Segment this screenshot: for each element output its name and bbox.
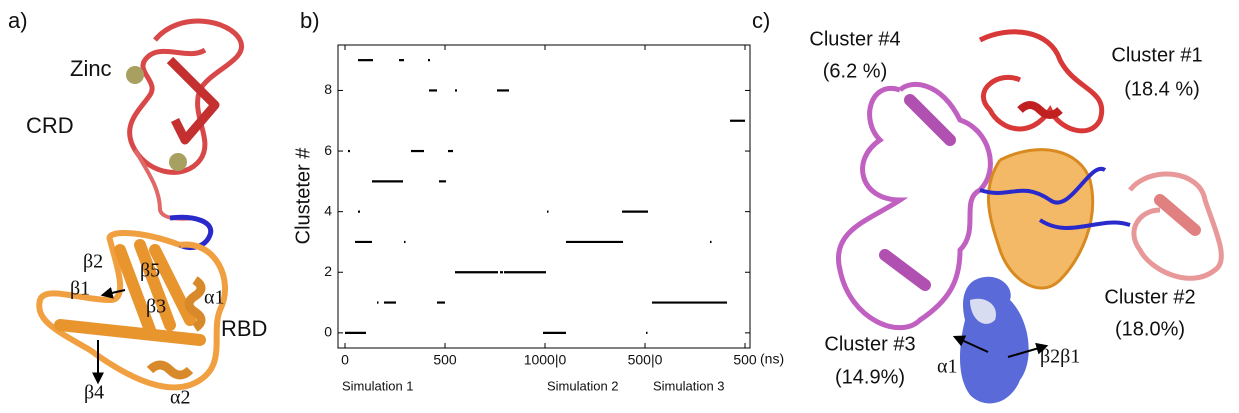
- x-tick-label: 500|0: [628, 352, 663, 368]
- cluster2-ribbon: [1128, 171, 1224, 281]
- y-tick-label: 4: [324, 202, 332, 218]
- label: β1: [70, 278, 90, 300]
- label: Cluster #4: [809, 28, 900, 50]
- crd-ribbon: [127, 18, 245, 175]
- label: β3: [146, 296, 166, 318]
- x-tick-label: 500: [733, 352, 757, 368]
- label: Cluster #2: [1104, 286, 1195, 308]
- arrow: [100, 287, 126, 299]
- linker: [979, 166, 1131, 230]
- cluster4-ribbon: [835, 82, 993, 331]
- label: β5: [140, 260, 160, 282]
- x-axis-unit: (ns): [760, 351, 784, 367]
- annotation: Simulation 3: [653, 378, 725, 393]
- label: α1: [204, 287, 224, 309]
- cluster4-sheet: [879, 94, 956, 291]
- cluster1-helix: [1017, 101, 1063, 119]
- y-tick-label: 8: [324, 81, 332, 97]
- y-axis-title: Clusteter #: [292, 147, 314, 245]
- label: RBD: [221, 316, 267, 341]
- label: Cluster #1: [1111, 44, 1202, 66]
- zinc-atom: [126, 66, 144, 84]
- panel-a: a) Zinc CRD β2 β5 β1 β3 α1 RBD β4 α2: [8, 8, 267, 409]
- rbd-bundle: [986, 148, 1095, 290]
- surface: [960, 276, 1029, 404]
- label: β2β1: [1040, 346, 1080, 368]
- arrow: [952, 335, 989, 353]
- surface-patch: [970, 298, 996, 324]
- y-tick-label: 6: [324, 142, 332, 158]
- panel-label: c): [752, 8, 770, 33]
- label: β4: [84, 382, 104, 404]
- x-tick-label: 0: [341, 352, 349, 368]
- rbd-helix: [146, 276, 206, 380]
- panel-label: a): [8, 8, 28, 33]
- annotation: Simulation 2: [547, 378, 619, 393]
- label: CRD: [26, 113, 74, 138]
- panel-label: b): [300, 8, 320, 33]
- plot-frame: [337, 44, 751, 349]
- label: Zinc: [70, 56, 112, 81]
- label: (6.2 %): [823, 60, 887, 82]
- x-tick-label: 500: [433, 352, 457, 368]
- y-tick-label: 2: [324, 263, 332, 279]
- crd-strand: [166, 56, 220, 145]
- label: (18.0%): [1115, 318, 1185, 340]
- annotation: Simulation 1: [342, 378, 414, 393]
- cluster1-ribbon: [978, 29, 1105, 134]
- label: α1: [937, 356, 957, 378]
- label: α2: [170, 387, 190, 409]
- label: (14.9%): [835, 366, 905, 388]
- x-tick-label: 1000|0: [524, 352, 567, 368]
- zinc-atom: [169, 153, 187, 171]
- panel-c: c) Cluster #4 (6.2 %) Cluster #1 (18.4 %…: [752, 8, 1224, 404]
- cluster2-sheet: [1154, 194, 1201, 236]
- label: (18.4 %): [1124, 78, 1200, 100]
- rbd-ribbon: [36, 230, 228, 391]
- label: Cluster #3: [824, 333, 915, 355]
- panel-b: b) Clusteter # (ns) 0 2 4 6 8 0 500 1000|0 500|0…: [292, 8, 784, 394]
- label: β2: [83, 251, 103, 273]
- rbd-sheet: [54, 239, 206, 346]
- y-tick-label: 0: [324, 324, 332, 340]
- arrow: [1007, 342, 1049, 358]
